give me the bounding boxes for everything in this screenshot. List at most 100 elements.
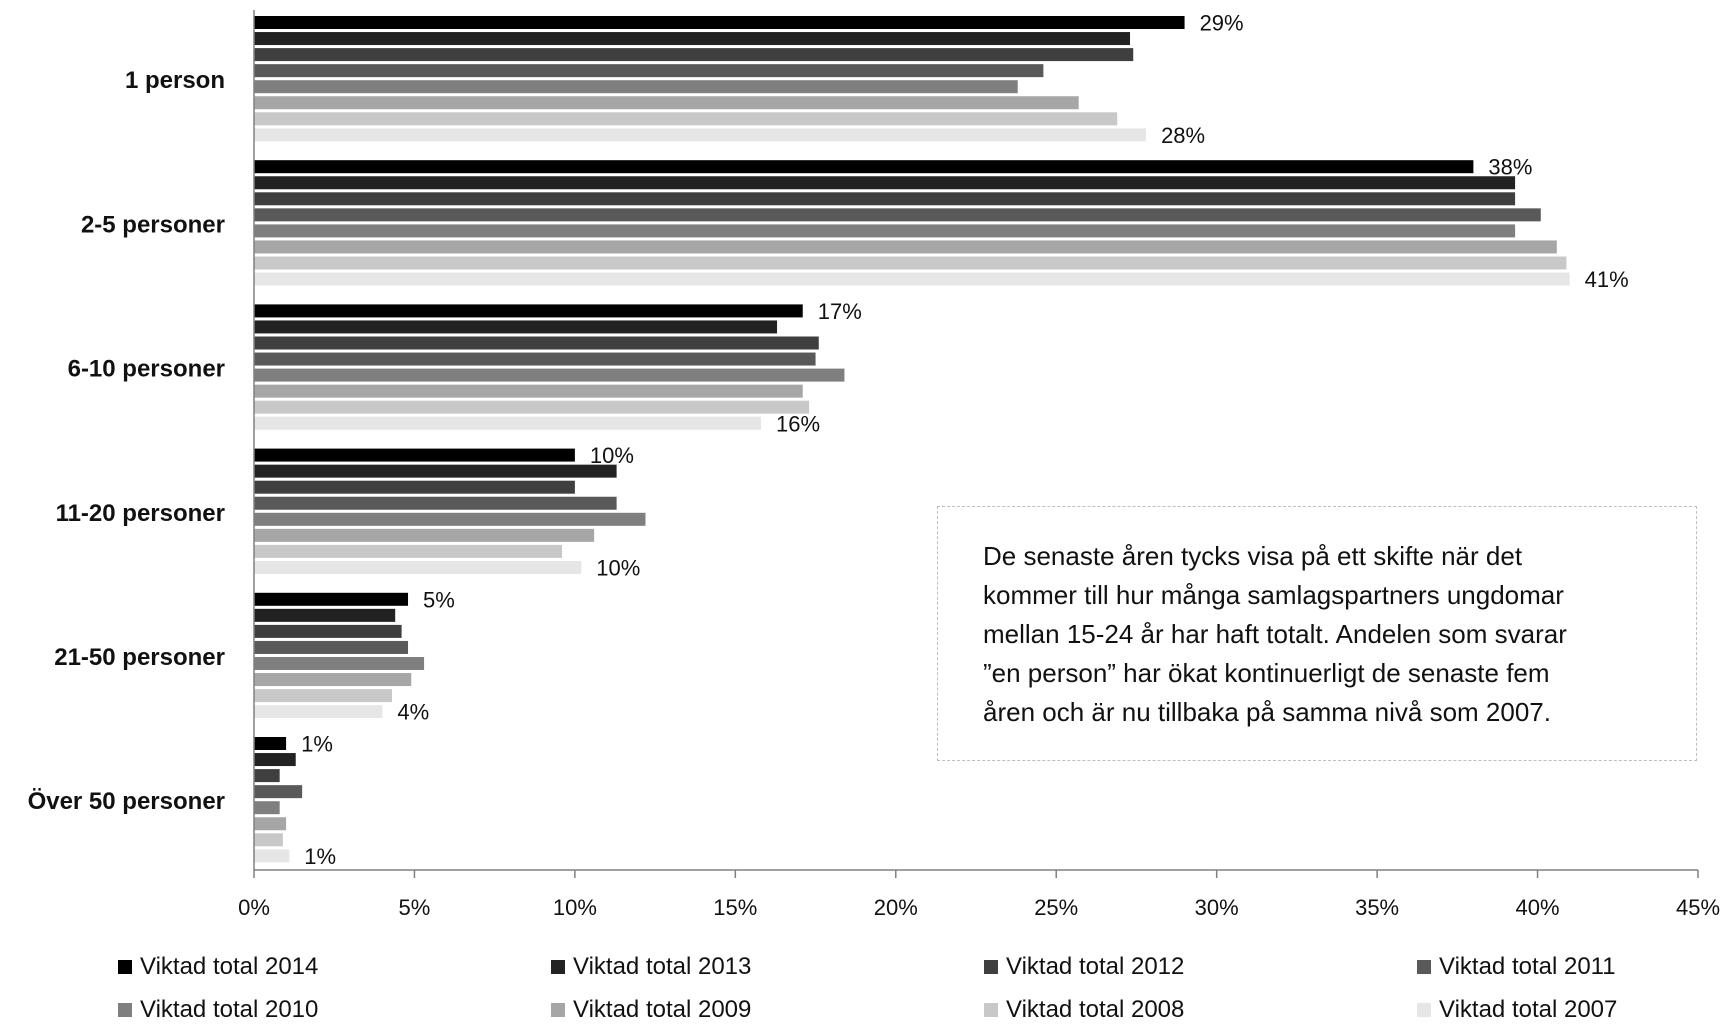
legend-label: Viktad total 2007 <box>1439 996 1618 1023</box>
bar <box>254 608 396 622</box>
legend-swatch <box>984 960 998 974</box>
legend-label: Viktad total 2014 <box>140 953 319 980</box>
bars-group <box>254 16 1570 863</box>
legend-item: Viktad total 2008 <box>984 993 1184 1027</box>
category-label: Över 50 personer <box>28 788 225 815</box>
legend-swatch <box>551 960 565 974</box>
bar <box>254 368 845 382</box>
data-label: 10% <box>590 443 634 468</box>
bar <box>254 512 646 526</box>
legend-label: Viktad total 2013 <box>573 953 752 980</box>
legend: Viktad total 2014 Viktad total 2013 Viktad… <box>118 950 1718 1023</box>
legend-label: Viktad total 2009 <box>573 996 752 1023</box>
data-label: 5% <box>423 587 455 612</box>
bar <box>254 448 575 462</box>
data-label: 17% <box>818 299 862 324</box>
legend-item: Viktad total 2013 <box>551 950 751 984</box>
bar <box>254 496 617 510</box>
annotation-box: De senaste åren tycks visa på ett skifte… <box>937 506 1697 761</box>
annotation-line: åren och är nu tillbaka på samma nivå so… <box>983 697 1551 727</box>
bar <box>254 657 425 670</box>
x-tick-label: 45% <box>1676 895 1720 920</box>
x-tick-label: 20% <box>874 895 918 920</box>
bar <box>254 240 1557 254</box>
data-label: 38% <box>1488 155 1532 180</box>
legend-item: Viktad total 2009 <box>551 993 751 1027</box>
bar <box>254 689 392 703</box>
bar <box>254 416 762 430</box>
category-label: 6-10 personer <box>68 356 225 383</box>
bar <box>254 192 1516 206</box>
category-label: 11-20 personer <box>56 500 225 527</box>
data-label: 1% <box>301 732 333 757</box>
bar <box>254 64 1044 78</box>
data-label: 41% <box>1585 267 1629 292</box>
bar <box>254 785 303 799</box>
bar-chart: 1 person 2-5 personer 6-10 personer 11-20 p… <box>28 10 1720 920</box>
bar <box>254 753 296 767</box>
x-tick-label: 5% <box>399 895 431 920</box>
bar <box>254 256 1567 270</box>
annotation-line: mellan 15-24 år har haft totalt. Andelen… <box>983 619 1567 649</box>
annotation-line: ”en person” har ökat kontinuerligt de se… <box>983 658 1550 688</box>
bar <box>254 304 803 318</box>
bar <box>254 320 778 334</box>
bar <box>254 208 1541 222</box>
x-tick-label: 0% <box>238 895 270 920</box>
bar <box>254 464 617 478</box>
data-label: 16% <box>776 411 820 436</box>
bar <box>254 801 280 815</box>
bar <box>254 480 575 494</box>
bar <box>254 400 810 414</box>
bar <box>254 544 563 558</box>
legend-label: Viktad total 2012 <box>1006 953 1185 980</box>
x-tick-label: 30% <box>1195 895 1239 920</box>
legend-swatch <box>551 1003 565 1017</box>
category-label: 1 person <box>125 67 225 94</box>
bar <box>254 817 287 831</box>
legend-item: Viktad total 2010 <box>118 993 318 1027</box>
bar <box>254 96 1079 110</box>
data-label: 4% <box>397 700 429 725</box>
bar <box>254 176 1516 190</box>
bar <box>254 705 383 719</box>
bar <box>254 849 290 863</box>
bar <box>254 352 816 366</box>
bar <box>254 336 819 350</box>
x-tick-label: 40% <box>1516 895 1560 920</box>
legend-label: Viktad total 2011 <box>1439 953 1616 980</box>
legend-item: Viktad total 2014 <box>118 950 318 984</box>
data-label: 1% <box>304 844 336 869</box>
axes: 0% 5% 10% 15% 20% 25% 30% 35% 40% 45% <box>238 10 1720 920</box>
bar <box>254 640 409 654</box>
x-tick-label: 25% <box>1034 895 1078 920</box>
legend-item: Viktad total 2012 <box>984 950 1184 984</box>
bar <box>254 128 1147 142</box>
x-tick-label: 15% <box>713 895 757 920</box>
bar <box>254 16 1185 29</box>
x-tick-label: 35% <box>1355 895 1399 920</box>
legend-swatch <box>1417 960 1431 974</box>
bar <box>254 624 402 638</box>
bar <box>254 224 1516 238</box>
annotation-line: kommer till hur många samlagspartners un… <box>983 580 1564 610</box>
legend-item: Viktad total 2011 <box>1417 950 1616 984</box>
bar <box>254 560 582 574</box>
bar <box>254 48 1134 62</box>
category-labels: 1 person 2-5 personer 6-10 personer 11-20 p… <box>28 67 225 815</box>
bar <box>254 673 412 687</box>
data-labels: 29% 28% 38% 41% 17% 16% 10% 10% 5% 4% 1% 1% <box>301 11 1629 869</box>
bar <box>254 528 595 542</box>
legend-item: Viktad total 2007 <box>1417 993 1617 1027</box>
category-label: 21-50 personer <box>54 644 225 671</box>
bar <box>254 112 1118 126</box>
bar <box>254 769 280 783</box>
legend-swatch <box>118 1003 132 1017</box>
legend-swatch <box>1417 1003 1431 1017</box>
category-label: 2-5 personer <box>81 211 225 238</box>
legend-swatch <box>118 960 132 974</box>
data-label: 10% <box>596 555 640 580</box>
bar <box>254 592 409 606</box>
bar <box>254 384 803 398</box>
legend-label: Viktad total 2010 <box>140 996 319 1023</box>
